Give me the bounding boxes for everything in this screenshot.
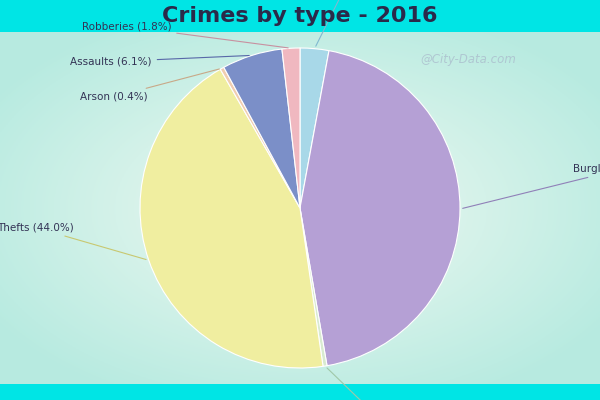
Wedge shape [300, 208, 327, 366]
Text: Thefts (44.0%): Thefts (44.0%) [0, 222, 146, 260]
Wedge shape [220, 67, 300, 208]
Text: Rapes (0.4%): Rapes (0.4%) [327, 368, 432, 400]
Wedge shape [300, 51, 460, 366]
Wedge shape [140, 69, 323, 368]
Text: Assaults (6.1%): Assaults (6.1%) [70, 56, 249, 67]
Text: Crimes by type - 2016: Crimes by type - 2016 [162, 6, 438, 26]
Text: @City-Data.com: @City-Data.com [420, 54, 516, 66]
Text: Auto thefts (2.9%): Auto thefts (2.9%) [311, 0, 406, 46]
Wedge shape [300, 48, 329, 208]
Text: Robberies (1.8%): Robberies (1.8%) [82, 22, 288, 48]
Text: Arson (0.4%): Arson (0.4%) [80, 69, 220, 102]
Wedge shape [224, 49, 300, 208]
Text: Burglaries (44.4%): Burglaries (44.4%) [463, 164, 600, 208]
Wedge shape [282, 48, 300, 208]
